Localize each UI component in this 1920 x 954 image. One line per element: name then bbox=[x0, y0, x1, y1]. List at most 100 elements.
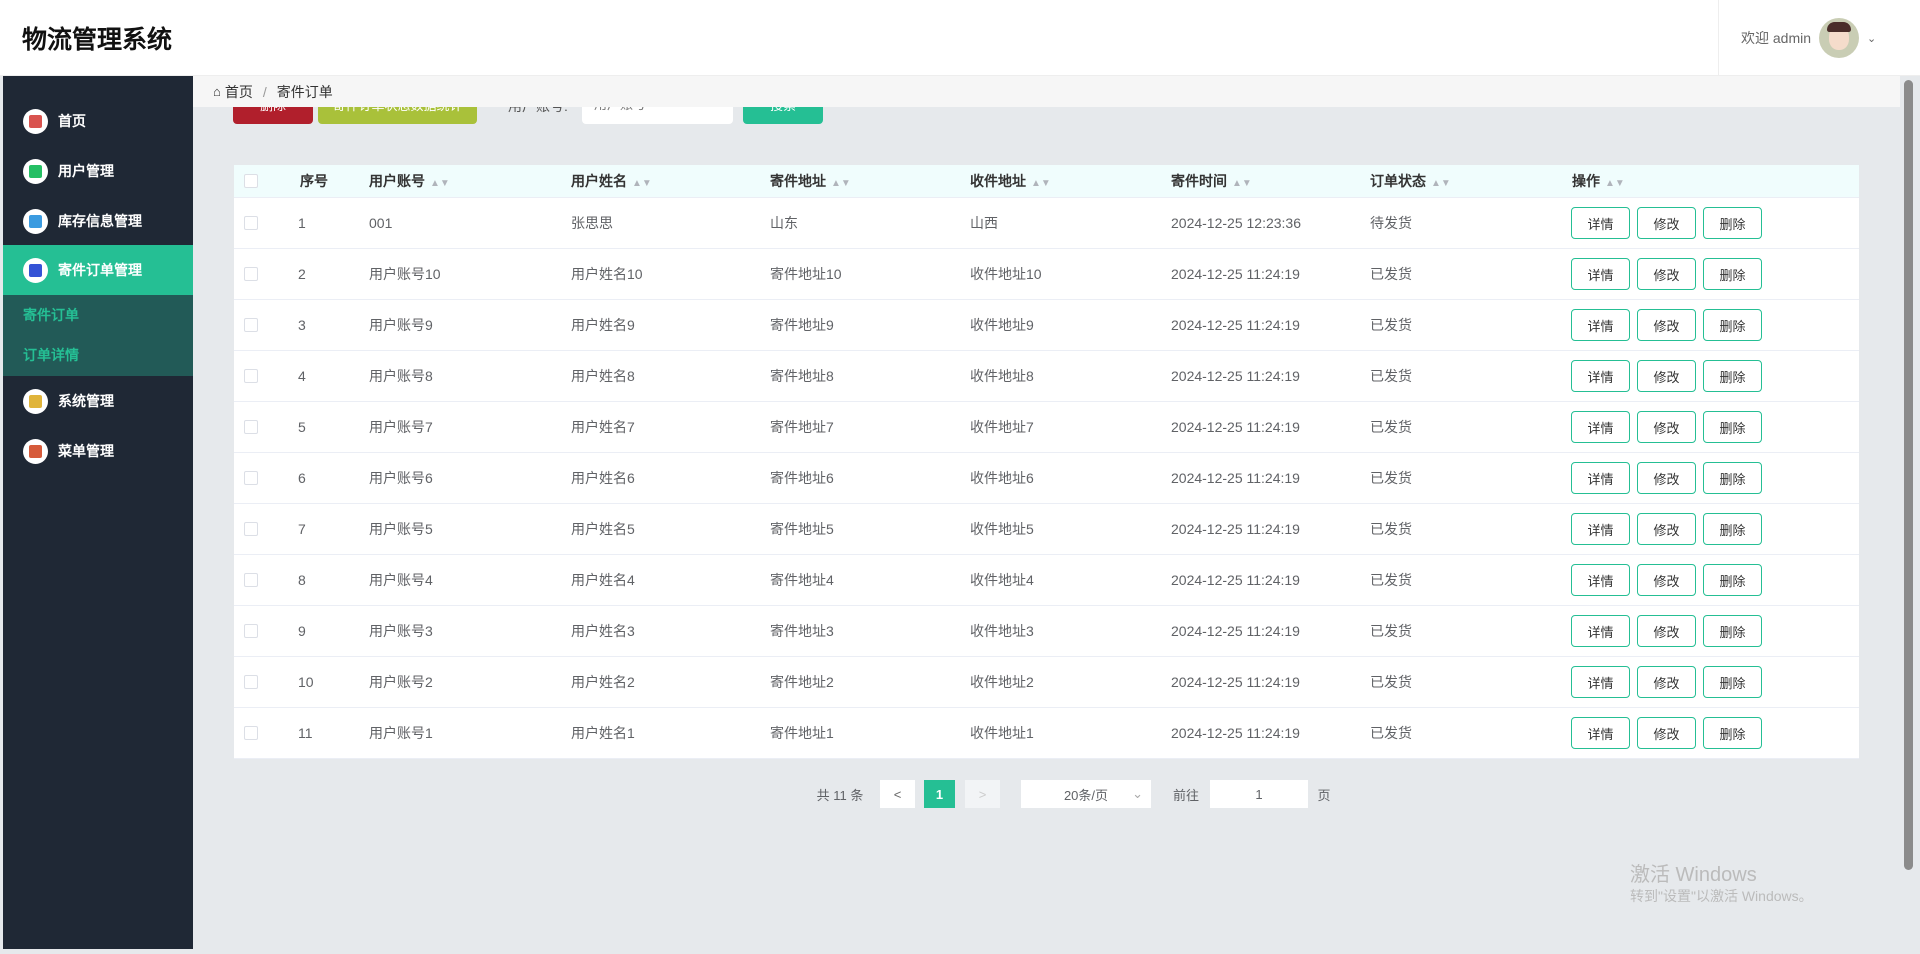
sidebar-item-1[interactable]: 用户管理 bbox=[3, 146, 193, 196]
submenu-item-send-order[interactable]: 寄件订单 bbox=[23, 307, 79, 323]
detail-button[interactable]: 详情 bbox=[1571, 258, 1630, 290]
table-cell: 已发货 bbox=[1370, 317, 1412, 333]
row-checkbox[interactable] bbox=[244, 624, 258, 638]
delete-row-button[interactable]: 删除 bbox=[1703, 309, 1762, 341]
edit-button[interactable]: 修改 bbox=[1637, 666, 1696, 698]
sort-icon[interactable]: ▲▼ bbox=[1605, 178, 1625, 189]
total-count: 共 11 条 bbox=[816, 787, 864, 803]
edit-button[interactable]: 修改 bbox=[1637, 564, 1696, 596]
edit-button[interactable]: 修改 bbox=[1637, 462, 1696, 494]
edit-button[interactable]: 修改 bbox=[1637, 513, 1696, 545]
detail-button[interactable]: 详情 bbox=[1571, 564, 1630, 596]
sort-icon[interactable]: ▲▼ bbox=[1031, 178, 1051, 189]
breadcrumb-home[interactable]: 首页 bbox=[224, 83, 253, 100]
sort-icon[interactable]: ▲▼ bbox=[1232, 178, 1252, 189]
sidebar-item-3[interactable]: 寄件订单管理 bbox=[3, 245, 193, 295]
table-cell: 用户姓名7 bbox=[571, 419, 635, 435]
table-cell: 寄件地址1 bbox=[770, 725, 834, 741]
table-cell: 1 bbox=[298, 215, 306, 231]
delete-row-button[interactable]: 删除 bbox=[1703, 411, 1762, 443]
delete-row-button[interactable]: 删除 bbox=[1703, 513, 1762, 545]
detail-button[interactable]: 详情 bbox=[1571, 360, 1630, 392]
detail-button[interactable]: 详情 bbox=[1571, 717, 1630, 749]
row-checkbox[interactable] bbox=[244, 420, 258, 434]
page-size-value: 20条/页 bbox=[1063, 787, 1109, 803]
column-header[interactable]: 用户账号 ▲▼ bbox=[369, 171, 450, 191]
edit-button[interactable]: 修改 bbox=[1637, 360, 1696, 392]
row-checkbox[interactable] bbox=[244, 471, 258, 485]
column-header[interactable]: 寄件地址 ▲▼ bbox=[770, 171, 851, 191]
row-checkbox[interactable] bbox=[244, 369, 258, 383]
delete-row-button[interactable]: 删除 bbox=[1703, 666, 1762, 698]
detail-button[interactable]: 详情 bbox=[1571, 513, 1630, 545]
edit-button[interactable]: 修改 bbox=[1637, 309, 1696, 341]
column-header[interactable]: 操作 ▲▼ bbox=[1572, 171, 1625, 191]
windows-watermark-subtitle: 转到"设置"以激活 Windows。 bbox=[1630, 888, 1813, 904]
table-cell: 寄件地址10 bbox=[770, 266, 842, 282]
detail-button[interactable]: 详情 bbox=[1571, 309, 1630, 341]
table-cell: 收件地址4 bbox=[970, 572, 1034, 588]
table-cell: 用户账号6 bbox=[369, 470, 433, 486]
sort-icon[interactable]: ▲▼ bbox=[632, 178, 652, 189]
table-cell: 张思思 bbox=[571, 215, 613, 231]
row-checkbox[interactable] bbox=[244, 318, 258, 332]
edit-button[interactable]: 修改 bbox=[1637, 411, 1696, 443]
prev-page-button[interactable]: < bbox=[880, 780, 915, 808]
column-header-label: 寄件时间 bbox=[1171, 173, 1227, 189]
detail-button[interactable]: 详情 bbox=[1571, 615, 1630, 647]
sidebar-item-label: 用户管理 bbox=[58, 163, 114, 179]
table-cell: 用户账号8 bbox=[369, 368, 433, 384]
sidebar-item-5[interactable]: 菜单管理 bbox=[3, 426, 193, 476]
detail-button[interactable]: 详情 bbox=[1571, 411, 1630, 443]
row-checkbox[interactable] bbox=[244, 216, 258, 230]
row-checkbox[interactable] bbox=[244, 675, 258, 689]
delete-row-button[interactable]: 删除 bbox=[1703, 615, 1762, 647]
delete-row-button[interactable]: 删除 bbox=[1703, 462, 1762, 494]
goto-page-input[interactable]: 1 bbox=[1210, 780, 1308, 808]
sidebar-item-0[interactable]: 首页 bbox=[3, 96, 193, 146]
chevron-down-icon[interactable]: ⌄ bbox=[1867, 32, 1877, 45]
delete-row-button[interactable]: 删除 bbox=[1703, 258, 1762, 290]
table-cell: 寄件地址3 bbox=[770, 623, 834, 639]
scrollbar[interactable] bbox=[1903, 76, 1915, 949]
row-checkbox[interactable] bbox=[244, 573, 258, 587]
sort-icon[interactable]: ▲▼ bbox=[831, 178, 851, 189]
detail-button[interactable]: 详情 bbox=[1571, 207, 1630, 239]
sort-icon[interactable]: ▲▼ bbox=[1431, 178, 1451, 189]
sort-icon[interactable]: ▲▼ bbox=[430, 178, 450, 189]
detail-button[interactable]: 详情 bbox=[1571, 666, 1630, 698]
sidebar-item-label: 系统管理 bbox=[58, 393, 114, 409]
column-header-label: 收件地址 bbox=[970, 173, 1026, 189]
next-page-button[interactable]: > bbox=[965, 780, 1000, 808]
table-row: 4 用户账号8 用户姓名8 寄件地址8 收件地址8 2024-12-25 11:24:19… bbox=[234, 351, 1859, 402]
page-size-select[interactable]: 20条/页 ⌄ bbox=[1021, 780, 1151, 808]
row-checkbox[interactable] bbox=[244, 522, 258, 536]
column-header-label: 用户账号 bbox=[369, 173, 425, 189]
submenu-item-order-detail[interactable]: 订单详情 bbox=[23, 347, 79, 363]
column-header[interactable]: 订单状态 ▲▼ bbox=[1370, 171, 1451, 191]
detail-button[interactable]: 详情 bbox=[1571, 462, 1630, 494]
delete-row-button[interactable]: 删除 bbox=[1703, 564, 1762, 596]
edit-button[interactable]: 修改 bbox=[1637, 207, 1696, 239]
sidebar-item-2[interactable]: 库存信息管理 bbox=[3, 196, 193, 246]
column-header[interactable]: 用户姓名 ▲▼ bbox=[571, 171, 652, 191]
column-header[interactable]: 收件地址 ▲▼ bbox=[970, 171, 1051, 191]
page-1-button[interactable]: 1 bbox=[924, 780, 955, 808]
row-checkbox[interactable] bbox=[244, 267, 258, 281]
edit-button[interactable]: 修改 bbox=[1637, 717, 1696, 749]
edit-button[interactable]: 修改 bbox=[1637, 258, 1696, 290]
delete-row-button[interactable]: 删除 bbox=[1703, 360, 1762, 392]
delete-row-button[interactable]: 删除 bbox=[1703, 207, 1762, 239]
edit-button[interactable]: 修改 bbox=[1637, 615, 1696, 647]
select-all-checkbox[interactable] bbox=[244, 174, 258, 188]
scrollbar-thumb[interactable] bbox=[1904, 80, 1913, 870]
user-menu[interactable]: 欢迎 admin ⌄ bbox=[1718, 0, 1900, 76]
top-header: 物流管理系统 欢迎 admin ⌄ bbox=[0, 0, 1920, 76]
avatar[interactable] bbox=[1819, 18, 1860, 58]
row-checkbox[interactable] bbox=[244, 726, 258, 740]
table-cell: 山东 bbox=[770, 215, 798, 231]
delete-row-button[interactable]: 删除 bbox=[1703, 717, 1762, 749]
table-cell: 用户姓名10 bbox=[571, 266, 643, 282]
sidebar-item-4[interactable]: 系统管理 bbox=[3, 376, 193, 426]
column-header[interactable]: 寄件时间 ▲▼ bbox=[1171, 171, 1252, 191]
